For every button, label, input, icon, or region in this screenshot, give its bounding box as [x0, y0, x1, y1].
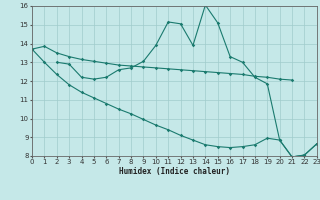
X-axis label: Humidex (Indice chaleur): Humidex (Indice chaleur) — [119, 167, 230, 176]
